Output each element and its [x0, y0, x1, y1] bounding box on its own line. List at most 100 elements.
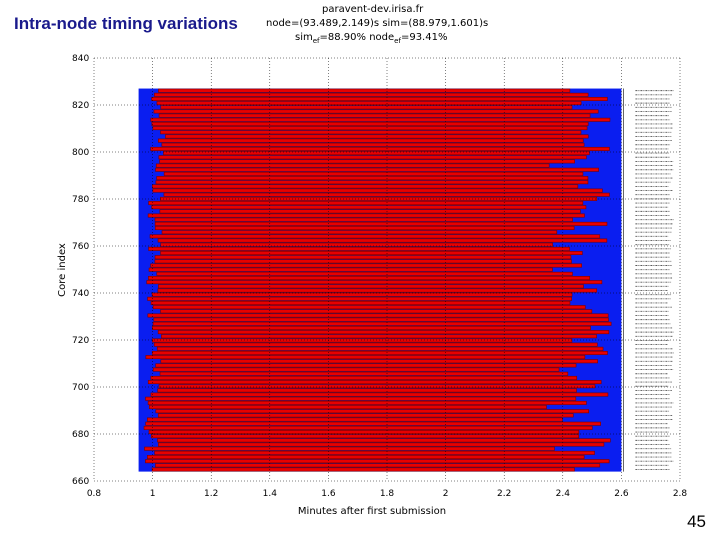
- task-bar: [157, 288, 598, 293]
- task-bar: [147, 296, 572, 301]
- task-bar: [148, 405, 547, 410]
- task-bar: [145, 396, 577, 401]
- y-tick-label: 840: [72, 54, 89, 64]
- task-bar: [159, 159, 575, 164]
- x-tick-label: 2.8: [673, 489, 688, 499]
- task-bar: [147, 313, 609, 318]
- task-bar: [152, 126, 588, 131]
- task-bar: [163, 192, 610, 197]
- x-tick-label: 2.6: [614, 489, 629, 499]
- task-bar: [148, 246, 570, 251]
- y-tick-label: 680: [72, 430, 89, 440]
- task-bar: [147, 213, 585, 218]
- task-bar: [160, 242, 553, 247]
- task-bar: [147, 380, 602, 385]
- task-bar: [157, 330, 610, 335]
- task-bar: [161, 334, 597, 339]
- task-bar: [152, 305, 586, 310]
- y-axis-label: Core index: [57, 243, 68, 297]
- task-bar: [145, 355, 586, 360]
- sim-value: =88.90% node: [319, 32, 395, 43]
- task-bar: [161, 230, 558, 235]
- task-bar: [160, 359, 598, 364]
- task-bar: [152, 338, 573, 343]
- task-bar: [160, 130, 582, 135]
- x-tick-label: 1.8: [380, 489, 395, 499]
- x-tick-label: 1.4: [263, 489, 278, 499]
- task-bar: [156, 346, 604, 351]
- task-bar: [154, 221, 608, 226]
- task-bar: [151, 292, 573, 297]
- node-sub: ef: [394, 37, 401, 45]
- x-tick-label: 2.4: [556, 489, 571, 499]
- task-bar: [159, 209, 581, 214]
- task-bar: [159, 371, 569, 376]
- task-bar: [158, 284, 584, 289]
- task-bar: [155, 463, 601, 468]
- task-bar: [154, 92, 589, 97]
- task-bar: [152, 188, 603, 193]
- x-tick-label: 0.8: [87, 489, 102, 499]
- plot-stats-line: node=(93.489,2.149)s sim=(88.979,1.601)s: [266, 18, 489, 29]
- task-bar: [149, 234, 601, 239]
- task-bar: [154, 255, 572, 260]
- task-bar: [160, 105, 573, 110]
- task-bar: [152, 321, 612, 326]
- task-bar: [147, 455, 585, 460]
- task-bar: [151, 325, 591, 330]
- task-bar: [148, 276, 590, 280]
- task-bar: [160, 309, 593, 314]
- task-bar: [157, 413, 574, 418]
- task-bar: [155, 180, 589, 185]
- task-bar: [157, 388, 577, 393]
- task-bar: [153, 342, 598, 347]
- task-bar: [145, 459, 610, 464]
- task-bar: [153, 317, 609, 322]
- task-bar: [148, 201, 584, 206]
- task-bar: [146, 280, 603, 285]
- slide-number: 45: [687, 512, 706, 531]
- task-bar: [150, 434, 580, 439]
- task-bar: [150, 392, 609, 397]
- task-bar: [144, 446, 555, 451]
- task-bar: [150, 117, 611, 122]
- task-bar: [151, 205, 587, 210]
- y-tick-label: 820: [72, 101, 89, 111]
- task-bar: [150, 375, 578, 380]
- task-bar: [154, 226, 575, 231]
- task-bar: [148, 430, 580, 435]
- x-tick-label: 1.2: [204, 489, 218, 499]
- task-bar: [155, 167, 599, 172]
- y-tick-label: 780: [72, 195, 89, 205]
- x-tick-label: 1: [150, 489, 156, 499]
- task-bar: [150, 146, 610, 151]
- y-tick-label: 760: [72, 242, 89, 252]
- task-bar: [151, 96, 608, 101]
- slide-title: Intra-node timing variations: [14, 14, 238, 33]
- task-bar: [152, 367, 560, 372]
- task-bar: [151, 350, 608, 355]
- task-bar: [158, 138, 584, 143]
- task-bar: [156, 101, 582, 106]
- task-bar: [147, 400, 587, 405]
- task-bar: [155, 163, 550, 168]
- plot-efficiency-line: simef=88.90% nodeef=93.41%: [295, 32, 447, 45]
- task-bar: [161, 142, 585, 147]
- task-bar: [156, 176, 589, 181]
- x-tick-label: 1.6: [321, 489, 336, 499]
- task-bar: [154, 259, 572, 264]
- task-bar: [159, 196, 598, 201]
- y-tick-label: 740: [72, 289, 89, 299]
- y-tick-label: 800: [72, 148, 89, 158]
- task-bar: [163, 151, 590, 156]
- task-bar: [151, 467, 575, 472]
- node-value: =93.41%: [400, 32, 448, 43]
- task-bar: [154, 217, 573, 222]
- task-bar: [163, 171, 584, 176]
- task-bar: [148, 267, 553, 272]
- sim-sub: ef: [312, 37, 320, 45]
- y-tick-label: 720: [72, 336, 89, 346]
- task-bar: [151, 121, 589, 126]
- sim-label: sim: [295, 32, 313, 43]
